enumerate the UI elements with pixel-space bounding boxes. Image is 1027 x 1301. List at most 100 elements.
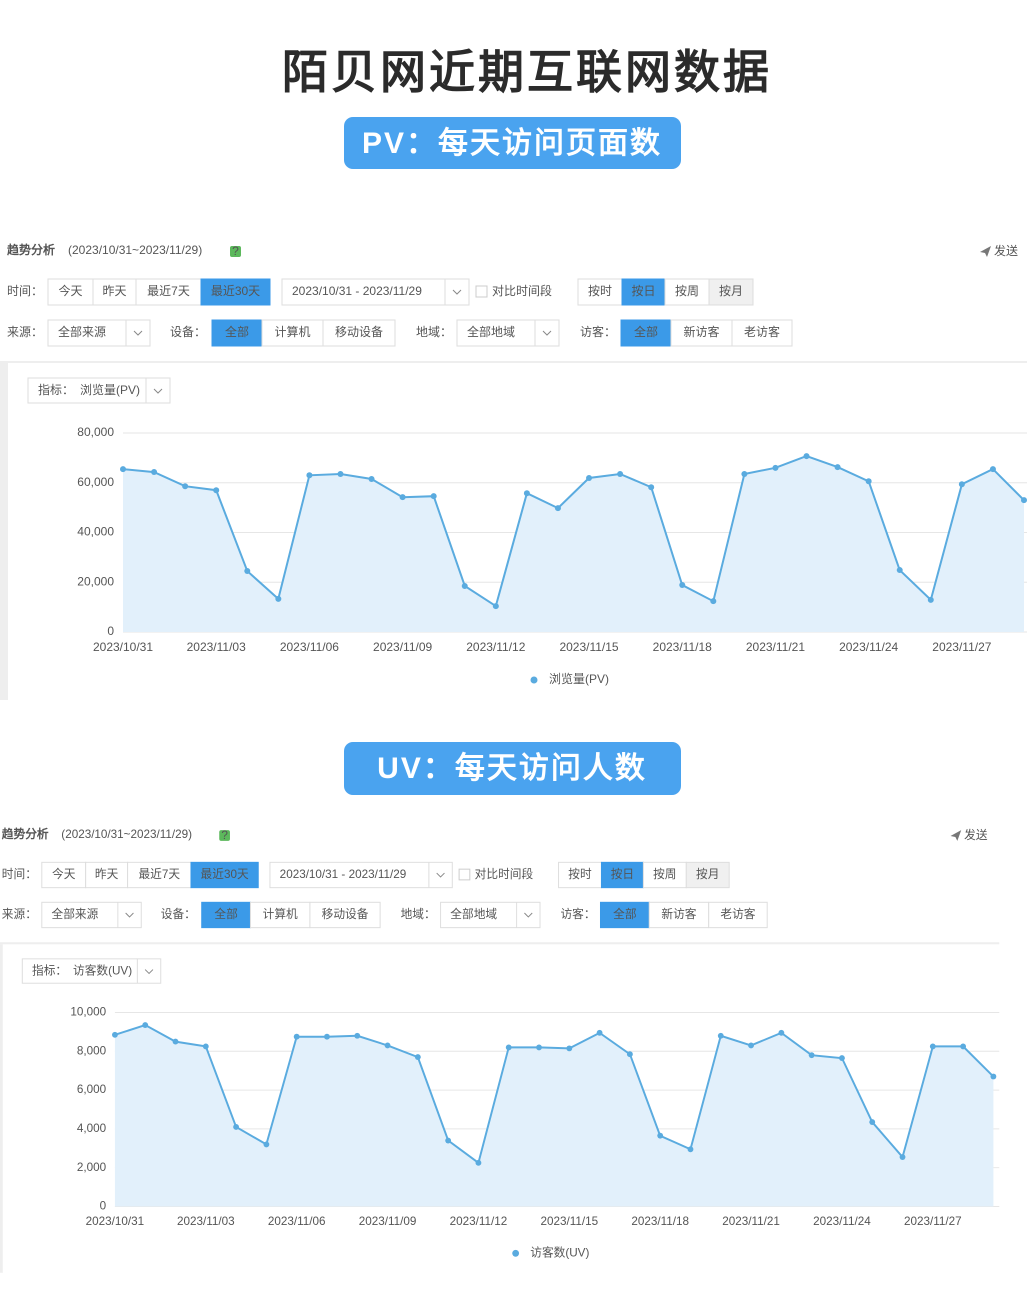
- point: [648, 484, 655, 491]
- select[interactable]: [281, 278, 470, 306]
- button[interactable]: [599, 901, 650, 929]
- button-label[interactable]: 移动设备: [322, 907, 369, 921]
- button[interactable]: [621, 278, 666, 306]
- point: [958, 481, 965, 488]
- button-label[interactable]: 计算机: [274, 324, 310, 339]
- checkbox[interactable]: [475, 285, 488, 298]
- select[interactable]: [456, 319, 560, 347]
- button[interactable]: [731, 319, 793, 347]
- select-value[interactable]: 全部地域: [467, 324, 515, 339]
- button[interactable]: [685, 861, 730, 889]
- button-label[interactable]: 按周: [653, 867, 676, 881]
- select-value[interactable]: 全部来源: [52, 907, 99, 921]
- button[interactable]: [670, 319, 733, 347]
- send[interactable]: 发送: [964, 828, 988, 842]
- button-label[interactable]: 最近7天: [147, 284, 190, 298]
- point: [324, 1033, 330, 1040]
- button-label[interactable]: 今天: [52, 867, 76, 881]
- y-tick-label: 2,000: [77, 1161, 107, 1174]
- x-tick-label: 2023/11/09: [373, 640, 432, 654]
- button-label[interactable]: 老访客: [720, 907, 755, 921]
- button[interactable]: [190, 861, 259, 889]
- button[interactable]: [620, 319, 672, 347]
- button-label[interactable]: 全部: [214, 907, 238, 921]
- button-label[interactable]: 移动设备: [335, 325, 383, 339]
- select[interactable]: [440, 901, 541, 929]
- select-value[interactable]: 2023/10/31 - 2023/11/29: [280, 868, 407, 881]
- point: [112, 1031, 118, 1038]
- chevron: [452, 289, 462, 295]
- button[interactable]: [708, 901, 768, 929]
- legend-marker[interactable]: [512, 1249, 520, 1257]
- legend-label[interactable]: 访客数(UV): [530, 1245, 589, 1259]
- button-label[interactable]: 按周: [675, 284, 699, 298]
- send-icon[interactable]: [950, 830, 962, 841]
- button[interactable]: [92, 278, 137, 306]
- x-tick-label: 2023/10/31: [86, 1215, 145, 1228]
- button[interactable]: [135, 278, 202, 306]
- button-label[interactable]: 按时: [568, 867, 592, 881]
- button-label[interactable]: 老访客: [744, 324, 780, 339]
- button-label[interactable]: 新访客: [661, 907, 696, 921]
- checkbox-label[interactable]: 对比时间段: [475, 867, 534, 881]
- button[interactable]: [708, 278, 754, 306]
- select[interactable]: [47, 319, 151, 347]
- button-label[interactable]: 最近7天: [138, 868, 180, 881]
- select-value[interactable]: 全部地域: [450, 907, 497, 921]
- button-label[interactable]: 昨天: [102, 284, 126, 298]
- button-label[interactable]: 今天: [58, 283, 82, 298]
- button-label[interactable]: 按日: [611, 867, 634, 881]
- point: [899, 1154, 906, 1160]
- select-value[interactable]: 全部来源: [58, 324, 106, 339]
- chevron: [524, 912, 533, 918]
- metric-label[interactable]: 指标：: [32, 964, 67, 978]
- button[interactable]: [558, 861, 602, 889]
- button[interactable]: [41, 861, 87, 889]
- y-tick-label: 0: [100, 1200, 107, 1213]
- button[interactable]: [642, 861, 687, 889]
- button[interactable]: [648, 901, 710, 929]
- metric-label[interactable]: 指标：: [38, 382, 74, 397]
- metric-value[interactable]: 访客数(UV): [73, 964, 132, 978]
- button-label[interactable]: 全部: [634, 324, 658, 339]
- button[interactable]: [249, 901, 311, 929]
- button-label[interactable]: 全部: [225, 324, 249, 339]
- panel-title: 趋势分析: [2, 827, 49, 841]
- button[interactable]: [201, 901, 251, 929]
- button[interactable]: [211, 319, 263, 347]
- point: [717, 1032, 724, 1039]
- legend-marker[interactable]: [530, 676, 538, 684]
- legend-label[interactable]: 浏览量(PV): [549, 671, 609, 686]
- button-label[interactable]: 昨天: [95, 868, 119, 881]
- button-label[interactable]: 按日: [631, 284, 655, 298]
- select[interactable]: [269, 861, 453, 889]
- button-label[interactable]: 按月: [719, 284, 743, 298]
- button-label[interactable]: 计算机: [263, 907, 298, 921]
- button-label[interactable]: 按月: [696, 867, 719, 881]
- button-label[interactable]: 全部: [613, 907, 637, 921]
- point: [778, 1029, 785, 1036]
- select-value[interactable]: 2023/10/31 - 2023/11/29: [292, 284, 422, 298]
- point: [233, 1124, 240, 1130]
- label: 来源：: [2, 907, 37, 921]
- button-label[interactable]: 最近30天: [201, 868, 249, 881]
- select[interactable]: [41, 901, 142, 929]
- button[interactable]: [322, 319, 396, 347]
- button[interactable]: [127, 861, 192, 889]
- metric-value[interactable]: 浏览量(PV): [80, 382, 140, 397]
- send[interactable]: 发送: [994, 243, 1018, 258]
- button-label[interactable]: 按时: [588, 284, 612, 298]
- button[interactable]: [47, 278, 94, 306]
- button-label[interactable]: 最近30天: [211, 284, 260, 298]
- point: [461, 582, 468, 589]
- button[interactable]: [200, 278, 271, 306]
- button-label[interactable]: 新访客: [683, 324, 719, 339]
- checkbox-label[interactable]: 对比时间段: [492, 283, 552, 298]
- button[interactable]: [261, 319, 324, 347]
- button[interactable]: [309, 901, 381, 929]
- point: [430, 493, 437, 500]
- point: [213, 487, 220, 494]
- checkbox[interactable]: [458, 868, 471, 881]
- y-tick-label: 10,000: [70, 1006, 106, 1019]
- send-icon[interactable]: [980, 246, 991, 257]
